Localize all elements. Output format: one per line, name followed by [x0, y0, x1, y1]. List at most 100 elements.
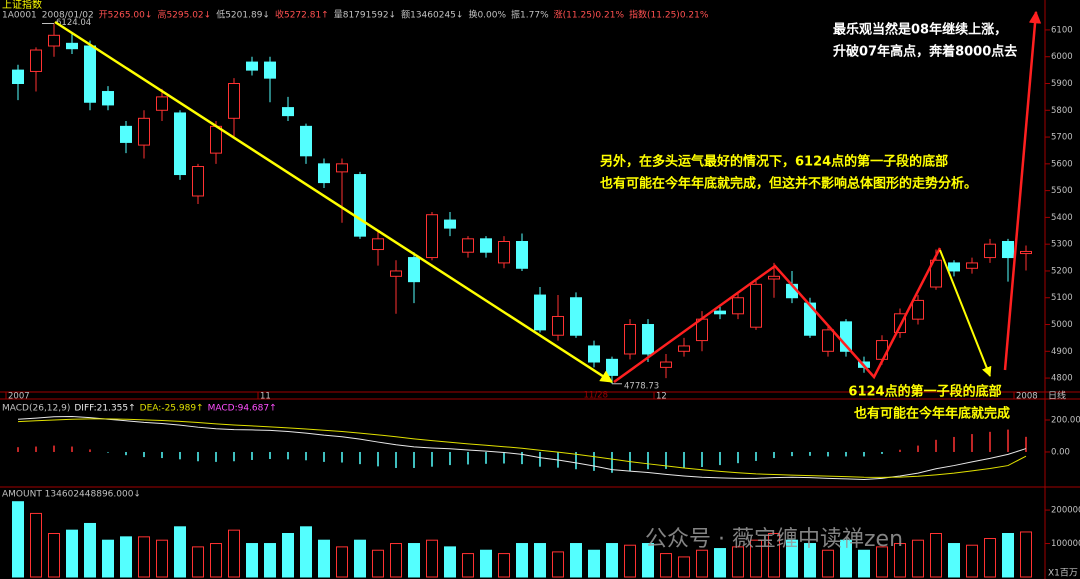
- candle-body: [516, 240, 528, 269]
- candle-body: [12, 69, 24, 85]
- volume-bar: [660, 553, 672, 578]
- y-tick-label: 0.00: [1051, 447, 1070, 457]
- candle-body: [714, 310, 726, 315]
- candle-body: [606, 358, 618, 376]
- candle-body: [624, 324, 636, 355]
- volume-bar: [318, 539, 330, 578]
- legend-entry: DEA:-25.989↑: [140, 404, 204, 414]
- volume-bar: [210, 543, 222, 578]
- volume-bar: [462, 553, 474, 578]
- header-item: 开5265.00↓: [99, 10, 153, 21]
- volume-bar: [282, 533, 294, 578]
- y-tick-label: 5300: [1051, 240, 1073, 250]
- volume-bar: [930, 533, 942, 578]
- volume-bar: [894, 543, 906, 578]
- candle-body: [228, 83, 240, 119]
- candle-body: [732, 297, 744, 315]
- volume-bar: [156, 539, 168, 578]
- y-tick-label: 5400: [1051, 213, 1073, 223]
- candle-body: [480, 238, 492, 253]
- header-item: 换0.00%: [468, 9, 506, 21]
- volume-bar: [552, 551, 564, 578]
- volume-bar: [624, 544, 636, 578]
- candle-body: [768, 275, 780, 280]
- volume-bar: [372, 549, 384, 578]
- volume-bar: [768, 533, 780, 578]
- volume-bar: [696, 549, 708, 578]
- candle-body: [354, 174, 366, 237]
- legend-entry: MACD:94.687↑: [208, 404, 277, 414]
- volume-bar: [570, 543, 582, 578]
- volume-bar: [66, 529, 78, 578]
- trend-arrow: [54, 20, 614, 384]
- trend-arrow: [939, 249, 992, 377]
- volume-bar: [444, 546, 456, 578]
- macd-title: MACD(26,12,9): [2, 404, 70, 414]
- volume-bar: [1020, 531, 1032, 578]
- volume-bar: [390, 543, 402, 578]
- candle-body: [840, 321, 852, 352]
- low-date-label: 11/28: [584, 391, 609, 401]
- watermark: 公众号 · 薇宝缠中读禅zen: [645, 527, 903, 552]
- volume-bar: [966, 544, 978, 578]
- volume-bar: [534, 543, 546, 578]
- candle-body: [750, 283, 762, 328]
- low-label: 4778.73: [624, 381, 659, 391]
- candle-body: [984, 243, 996, 259]
- candle-body: [930, 259, 942, 288]
- volume-bar: [588, 549, 600, 578]
- candle-body: [642, 324, 654, 355]
- volume-bar: [840, 539, 852, 578]
- candle-body: [588, 345, 600, 363]
- period-label: 日线: [1048, 390, 1066, 402]
- plot-area: 1A0001 2008/01/02 开5265.00↓ 高5295.02↓ 低5201.…: [2, 9, 1080, 578]
- header-item: 涨(11.25)0.21%: [554, 10, 625, 21]
- candle-body: [264, 61, 276, 79]
- header-item: 量81791592↓: [334, 10, 396, 21]
- header-item: 2008/01/02: [42, 11, 94, 21]
- y-tick-label: 5100: [1051, 293, 1073, 303]
- volume-bar: [102, 539, 114, 578]
- header-item: 高5295.02↓: [157, 9, 211, 21]
- volume-bar: [408, 543, 420, 578]
- volume-bar: [48, 533, 60, 578]
- candle-body: [372, 238, 384, 251]
- high-label: 6124.04: [56, 18, 91, 28]
- y-tick-label: 5200: [1051, 266, 1073, 276]
- volume-bar: [786, 539, 798, 578]
- candle-body: [894, 313, 906, 334]
- y-tick-label: 5700: [1051, 133, 1073, 143]
- candle-body: [174, 112, 186, 176]
- candle-body: [282, 107, 294, 117]
- volume-bar: [12, 501, 24, 578]
- x-tick-label: 12: [656, 392, 667, 402]
- volume-unit: X1百万: [1048, 568, 1078, 579]
- candle-body: [660, 361, 672, 368]
- y-tick-label: 5600: [1051, 159, 1073, 169]
- y-tick-label: 100000: [1051, 539, 1080, 549]
- volume-bar: [120, 536, 132, 578]
- callout: 最乐观当然是08年继续上涨，: [833, 22, 1007, 38]
- candle-body: [156, 96, 168, 111]
- y-tick-label: 5800: [1051, 106, 1073, 116]
- candle-body: [426, 214, 438, 259]
- candle-body: [552, 315, 564, 336]
- volume-bar: [84, 522, 96, 578]
- volume-bar: [1002, 533, 1014, 578]
- candle-body: [534, 294, 546, 331]
- legend-entry: DIFF:21.355↑: [74, 404, 135, 414]
- candle-body: [948, 262, 960, 272]
- volume-bar: [912, 539, 924, 578]
- volume-bar: [678, 556, 690, 578]
- trend-arrow: [1003, 10, 1042, 371]
- header-item: 1A0001: [2, 11, 37, 21]
- header-item: 指数(11.25)0.21%: [629, 9, 709, 21]
- candle-body: [318, 163, 330, 184]
- volume-bar: [606, 543, 618, 578]
- candle-body: [192, 166, 204, 197]
- chart-title: 上证指数: [2, 0, 42, 11]
- candle-body: [48, 34, 60, 47]
- candle-body: [678, 345, 690, 352]
- header-item: 低5201.89↓: [216, 9, 270, 21]
